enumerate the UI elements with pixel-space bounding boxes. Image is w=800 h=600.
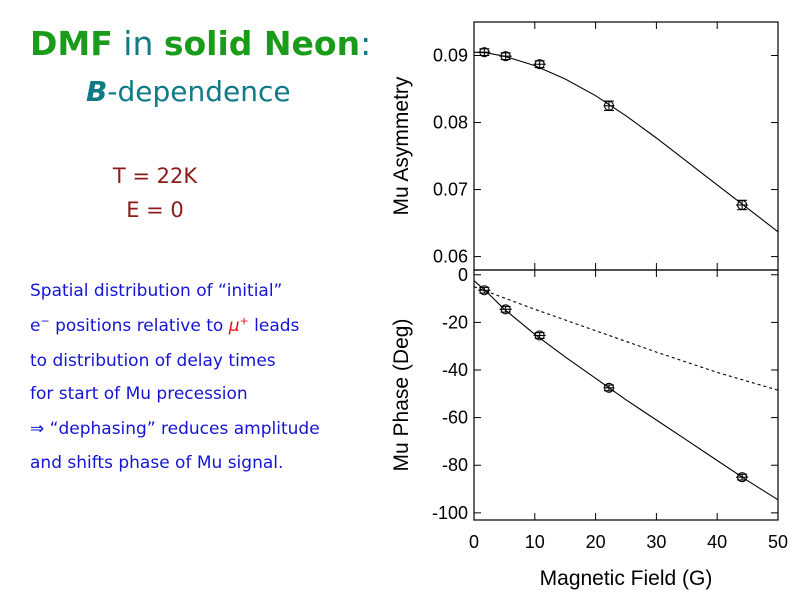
top-data-point (603, 100, 615, 111)
bottom-data-point (479, 285, 490, 296)
bottom-data-point (737, 472, 748, 483)
subtitle-text: -dependence (107, 75, 291, 108)
temperature-condition: T = 22K (112, 164, 198, 188)
slide-title: DMF in solid Neon: (30, 22, 371, 66)
electron-charge: − (40, 314, 50, 328)
field-condition: E = 0 (126, 198, 184, 222)
bottom-dashed-curve (473, 286, 779, 391)
top-data-point (534, 59, 545, 70)
bottom-data-point (603, 382, 615, 393)
description-line-5: ⇒ “dephasing” reduces amplitude (30, 419, 320, 439)
bottom-x-tick-label: 30 (646, 532, 666, 552)
top-y-axis-label: Mu Asymmetry (390, 76, 413, 215)
title-colon: : (360, 24, 372, 63)
bottom-x-tick-label: 20 (586, 532, 606, 552)
description-line-2-end: leads (248, 316, 300, 336)
bottom-y-tick-label: -20 (442, 312, 468, 332)
top-fit-curve (473, 51, 779, 233)
bottom-plot-frame (473, 269, 779, 521)
top-y-tick-label: 0.06 (433, 247, 468, 267)
top-data-point (479, 47, 490, 58)
subtitle-b-symbol: B (86, 75, 108, 108)
top-y-tick-label: 0.08 (433, 113, 468, 133)
bottom-y-tick-label: -40 (442, 360, 468, 380)
bottom-data-point (534, 330, 545, 341)
top-y-tick-label: 0.09 (433, 46, 468, 66)
bottom-x-tick-label: 50 (768, 532, 788, 552)
description-line-1: Spatial distribution of “initial” (30, 281, 283, 301)
bottom-y-tick-label: 0 (458, 265, 468, 285)
title-in: in (112, 24, 164, 63)
bottom-y-tick-label: -80 (442, 455, 468, 475)
electron-symbol: e (30, 316, 41, 336)
top-y-tick-label: 0.07 (433, 180, 468, 200)
title-dmf: DMF (30, 24, 113, 63)
bottom-y-axis-label: Mu Phase (Deg) (390, 319, 413, 472)
bottom-x-tick-label: 40 (707, 532, 727, 552)
bottom-data-point (500, 304, 511, 315)
top-data-point (500, 51, 511, 62)
top-data-point (737, 199, 748, 211)
muon-symbol: μ (228, 316, 240, 336)
bottom-x-axis-label: Magnetic Field (G) (540, 567, 713, 590)
bottom-y-tick-label: -60 (442, 408, 468, 428)
description-line-3: to distribution of delay times (30, 351, 276, 371)
top-plot-frame (473, 21, 779, 271)
bottom-x-tick-label: 0 (469, 532, 479, 552)
bottom-x-tick-label: 10 (525, 532, 545, 552)
bottom-y-tick-label: -100 (432, 503, 468, 523)
description-line-4: for start of Mu precession (30, 384, 248, 404)
description-line-2-mid: positions relative to (49, 316, 229, 336)
muon-charge: + (239, 314, 249, 328)
description-line-2: e− positions relative to μ+ leads (30, 314, 299, 338)
bottom-fit-curve (473, 280, 779, 501)
slide-subtitle: B-dependence (86, 72, 291, 112)
title-solid-neon: solid Neon (163, 24, 361, 63)
description-line-6: and shifts phase of Mu signal. (30, 453, 284, 473)
